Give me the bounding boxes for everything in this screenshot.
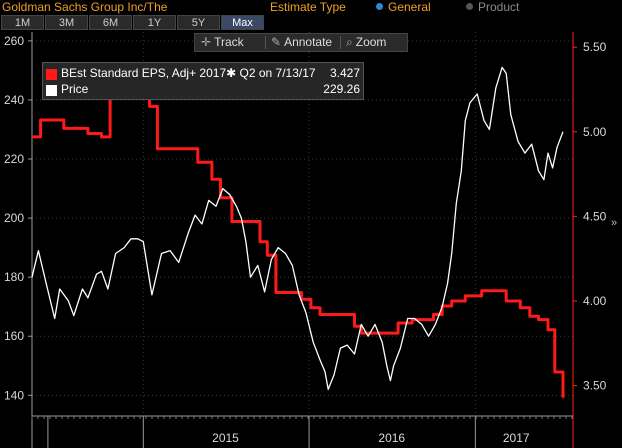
expand-panel-icon[interactable]: » [611, 217, 618, 229]
option-general[interactable]: General [376, 0, 431, 14]
y-right-tick-label: 5.00 [583, 125, 607, 139]
y-left-tick-label: 160 [4, 329, 24, 343]
y-right-tick-label: 5.50 [583, 40, 607, 54]
option-product[interactable]: Product [466, 0, 519, 14]
y-left-tick-label: 200 [4, 211, 24, 225]
chart-legend: BEst Standard EPS, Adj+ 2017✱ Q2 on 7/13… [42, 62, 364, 100]
radio-selected-icon [376, 3, 383, 10]
range-max-button[interactable]: Max [221, 15, 264, 30]
x-tick-label: 2017 [503, 431, 530, 445]
legend-label-price: Price [61, 82, 89, 96]
security-title: Goldman Sachs Group Inc/The [2, 0, 168, 14]
y-left-tick-label: 260 [4, 34, 24, 48]
y-right-tick-label: 4.00 [583, 294, 607, 308]
option-product-label: Product [478, 0, 520, 14]
annotate-label: Annotate [284, 35, 333, 49]
eps-line [32, 94, 565, 398]
y-left-tick-label: 220 [4, 152, 24, 166]
zoom-tool[interactable]: ⌕ Zoom [346, 34, 386, 51]
pencil-icon: ✎ [271, 35, 282, 49]
y-left-tick-label: 180 [4, 270, 24, 284]
range-1m-button[interactable]: 1M [1, 15, 44, 30]
price-line [31, 66, 564, 391]
legend-value-price: 229.26 [323, 82, 360, 96]
y-right-tick-label: 3.50 [583, 379, 607, 393]
toolbar-divider [265, 36, 266, 49]
range-6m-button[interactable]: 6M [89, 15, 132, 30]
legend-swatch-price [46, 85, 57, 96]
range-selector: 1M 3M 6M 1Y 5Y Max [0, 15, 622, 30]
zoom-label: Zoom [355, 35, 387, 49]
y-left-tick-label: 140 [4, 388, 24, 402]
legend-item-price[interactable]: Price 229.26 [46, 82, 362, 97]
legend-label-eps: BEst Standard EPS, Adj+ 2017✱ Q2 on 7/13… [61, 66, 316, 80]
track-label: Track [214, 35, 244, 49]
crosshair-icon: ✛ [201, 35, 212, 49]
magnifier-icon: ⌕ [346, 35, 353, 49]
x-tick-label: 2015 [212, 431, 239, 445]
track-tool[interactable]: ✛ Track [201, 34, 244, 51]
chart-toolbar: ✛ Track ✎ Annotate ⌕ Zoom [194, 33, 408, 52]
range-5y-button[interactable]: 5Y [177, 15, 220, 30]
y-right-tick-label: 4.50 [583, 209, 607, 223]
legend-swatch-eps [46, 69, 57, 80]
x-tick-label: 2016 [378, 431, 405, 445]
toolbar-divider [340, 36, 341, 49]
estimate-type-label: Estimate Type [270, 0, 346, 14]
range-1y-button[interactable]: 1Y [133, 15, 176, 30]
annotate-tool[interactable]: ✎ Annotate [271, 34, 332, 51]
header-bar: Goldman Sachs Group Inc/The Estimate Typ… [0, 0, 622, 14]
legend-item-eps[interactable]: BEst Standard EPS, Adj+ 2017✱ Q2 on 7/13… [46, 66, 362, 81]
range-3m-button[interactable]: 3M [45, 15, 88, 30]
y-left-tick-label: 240 [4, 93, 24, 107]
option-general-label: General [388, 0, 431, 14]
legend-value-eps: 3.427 [329, 66, 360, 80]
radio-unselected-icon [466, 3, 473, 10]
